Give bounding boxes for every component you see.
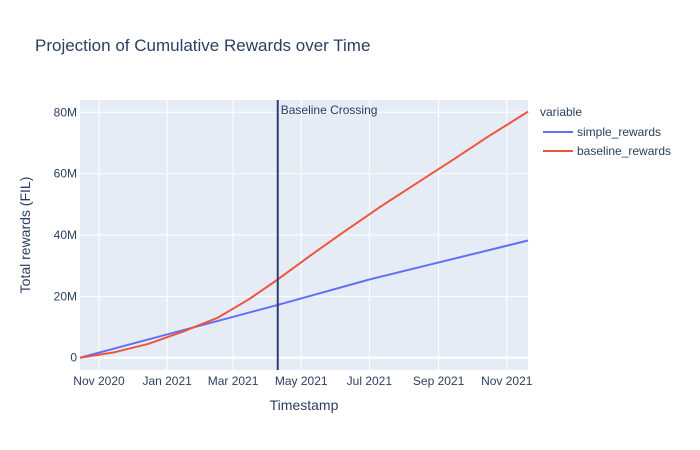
x-tick-label: Nov 2020 [73, 374, 125, 388]
y-axis-title: Total rewards (FIL) [17, 177, 33, 294]
y-tick-label: 80M [54, 105, 77, 119]
y-tick-label: 60M [54, 167, 77, 181]
legend-title: variable [540, 105, 582, 119]
y-tick-labels: 0 20M 40M 60M 80M [54, 105, 78, 364]
y-tick-label: 40M [54, 228, 77, 242]
x-tick-label: Sep 2021 [413, 374, 465, 388]
x-tick-label: Jan 2021 [142, 374, 192, 388]
legend-item-baseline_rewards: baseline_rewards [577, 144, 671, 158]
x-tick-label: Nov 2021 [481, 374, 533, 388]
x-tick-labels: Nov 2020 Jan 2021 Mar 2021 May 2021 Jul 2021… [73, 374, 532, 388]
annotation-layer: Baseline Crossing [276, 100, 378, 370]
legend-item-simple_rewards: simple_rewards [577, 125, 661, 139]
x-axis-title: Timestamp [270, 397, 339, 413]
chart-title: Projection of Cumulative Rewards over Ti… [35, 36, 370, 55]
series-line-baseline_rewards [79, 110, 529, 359]
legend: variable simple_rewards baseline_rewards [540, 105, 671, 158]
y-tick-label: 20M [54, 289, 77, 303]
x-tick-label: Jul 2021 [347, 374, 393, 388]
gridlines [80, 100, 528, 370]
y-tick-label: 0 [70, 351, 77, 365]
baseline-crossing-label: Baseline Crossing [281, 103, 378, 117]
x-tick-label: Mar 2021 [208, 374, 259, 388]
x-tick-label: May 2021 [275, 374, 328, 388]
